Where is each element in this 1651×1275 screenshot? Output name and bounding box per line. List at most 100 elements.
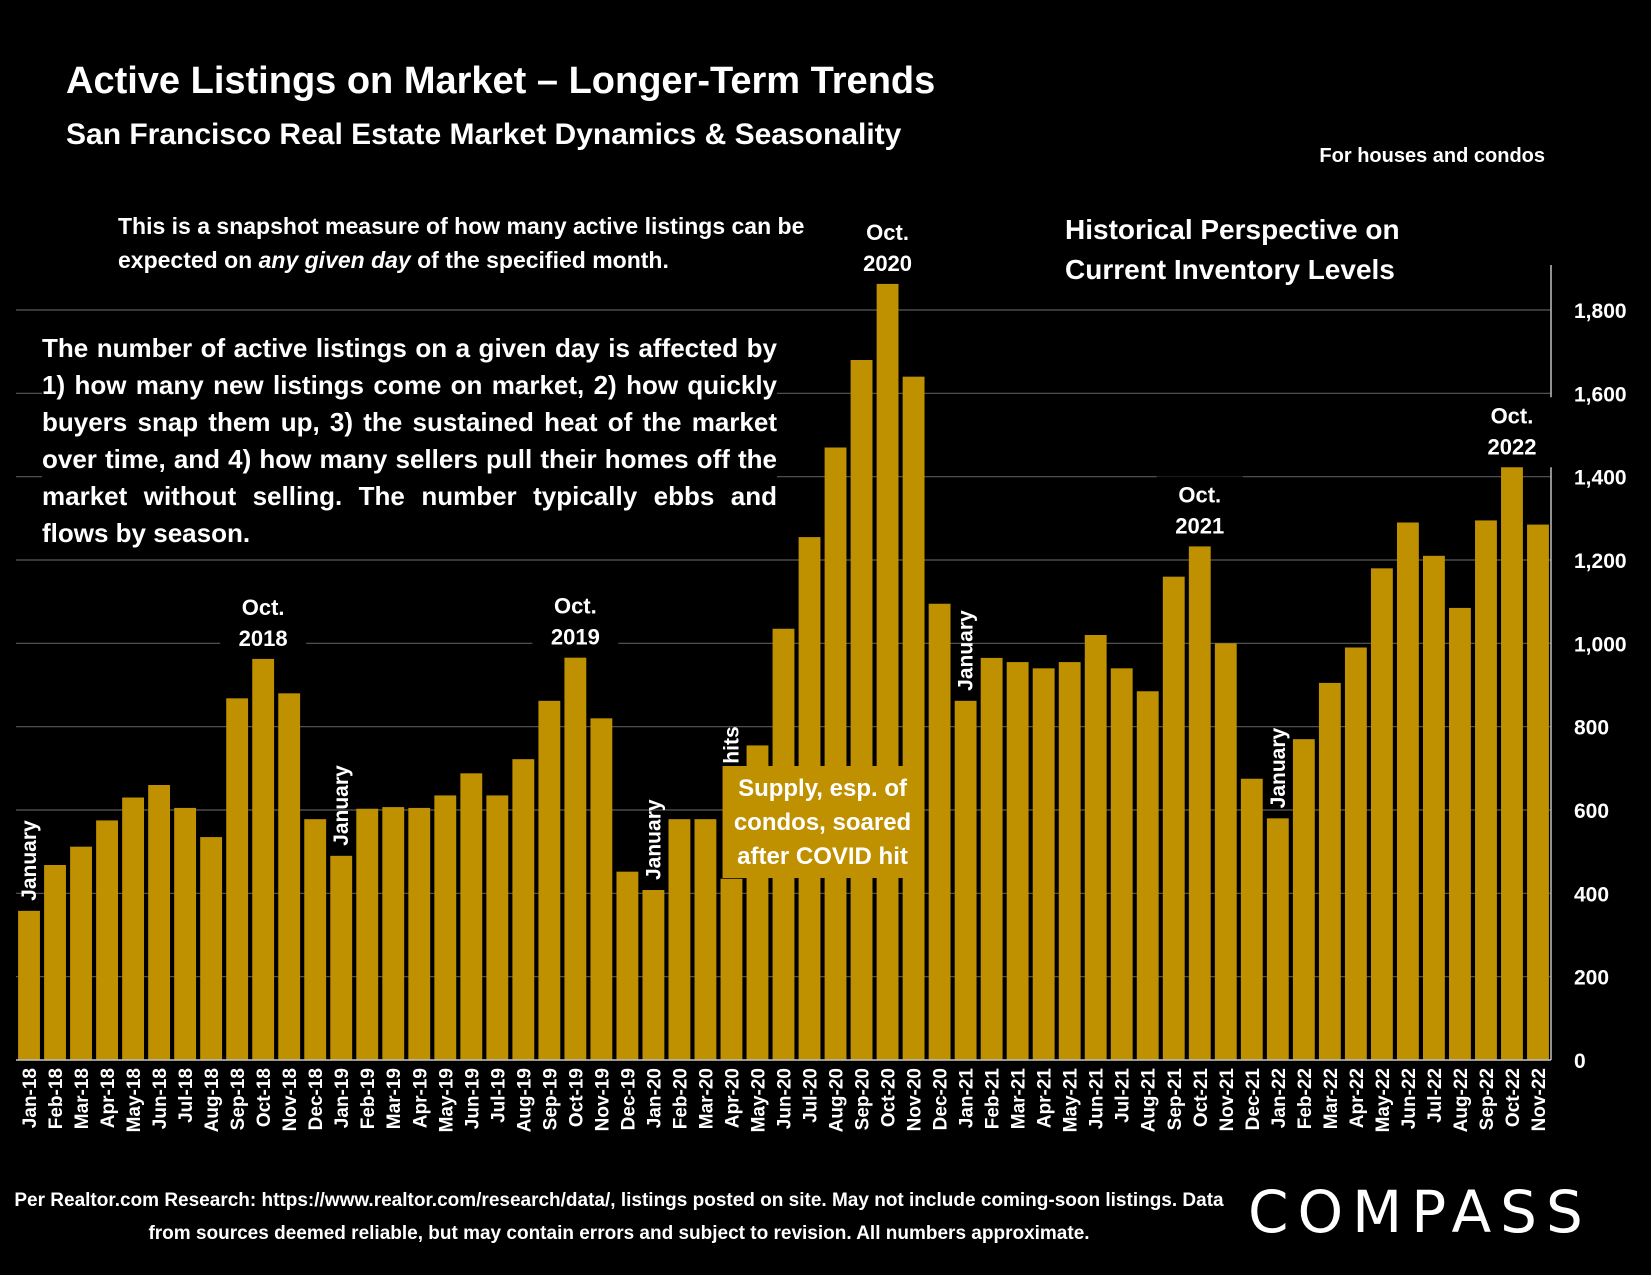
bar bbox=[304, 819, 327, 1060]
x-tick-label: Aug-21 bbox=[1139, 1068, 1160, 1133]
bar bbox=[44, 865, 66, 1060]
annotation-background bbox=[1468, 397, 1555, 468]
x-tick-label: Jun-20 bbox=[775, 1068, 796, 1129]
annotation-background bbox=[532, 587, 619, 658]
x-tick-label: Apr-21 bbox=[1035, 1068, 1056, 1129]
bar bbox=[902, 376, 925, 1061]
x-tick-label: Mar-21 bbox=[1009, 1068, 1030, 1130]
x-tick-label: Feb-18 bbox=[46, 1068, 67, 1129]
y-tick-label: 0 bbox=[1574, 1050, 1586, 1073]
bar bbox=[330, 855, 353, 1060]
x-tick-label: Dec-18 bbox=[306, 1068, 327, 1130]
x-tick-label: Sep-18 bbox=[228, 1068, 249, 1130]
source-footnote: Per Realtor.com Research: https://www.re… bbox=[14, 1190, 1224, 1244]
bar bbox=[1084, 635, 1107, 1060]
bar bbox=[668, 819, 691, 1060]
x-tick-label: Feb-22 bbox=[1295, 1068, 1316, 1129]
bar bbox=[1396, 522, 1419, 1060]
bar bbox=[434, 795, 457, 1060]
x-tick-label: Apr-19 bbox=[410, 1068, 431, 1128]
annotation-label: January bbox=[330, 765, 353, 846]
x-tick-label: Sep-22 bbox=[1477, 1068, 1498, 1130]
x-tick-label: Oct-21 bbox=[1191, 1068, 1212, 1128]
x-tick-label: Feb-19 bbox=[358, 1068, 379, 1129]
x-tick-label: Aug-22 bbox=[1451, 1068, 1472, 1132]
snapshot-note: This is a snapshot measure of how many a… bbox=[118, 209, 808, 277]
x-tick-label: Jun-18 bbox=[150, 1068, 171, 1129]
annotation-label: 2019 bbox=[551, 625, 600, 650]
annotation-label: Oct. bbox=[1491, 403, 1534, 428]
bar bbox=[96, 820, 118, 1060]
bar bbox=[174, 807, 197, 1060]
bar bbox=[928, 603, 951, 1060]
x-tick-label: Jun-22 bbox=[1399, 1068, 1420, 1129]
x-tick-label: Sep-21 bbox=[1165, 1068, 1186, 1131]
bar bbox=[486, 795, 509, 1060]
annotation-label: Oct. bbox=[1178, 482, 1221, 507]
annotation-label: January bbox=[18, 820, 41, 901]
x-tick-label: Jan-18 bbox=[20, 1068, 41, 1128]
explanation-note: The number of active listings on a given… bbox=[42, 330, 777, 552]
bar bbox=[252, 657, 275, 1060]
x-tick-label: Mar-22 bbox=[1321, 1068, 1342, 1129]
bar bbox=[1240, 778, 1263, 1060]
bar bbox=[1318, 682, 1341, 1060]
bar bbox=[1370, 568, 1393, 1060]
x-tick-label: Jul-21 bbox=[1113, 1068, 1134, 1123]
x-tick-label: May-21 bbox=[1061, 1068, 1082, 1133]
x-tick-label: Nov-22 bbox=[1529, 1068, 1550, 1131]
x-tick-label: Jul-20 bbox=[801, 1068, 822, 1123]
bar bbox=[408, 807, 431, 1060]
x-tick-label: Jun-19 bbox=[462, 1068, 483, 1129]
bar bbox=[18, 910, 40, 1060]
x-tick-label: Apr-18 bbox=[98, 1068, 119, 1128]
annotation-label: 2022 bbox=[1487, 434, 1536, 459]
bar bbox=[382, 807, 405, 1060]
x-tick-label: Feb-21 bbox=[983, 1068, 1004, 1130]
annotation-label: January bbox=[955, 610, 978, 691]
x-tick-label: Mar-19 bbox=[384, 1068, 405, 1129]
annotation-label: January bbox=[642, 799, 665, 880]
x-tick-label: Nov-20 bbox=[905, 1068, 926, 1131]
x-tick-label: Feb-20 bbox=[670, 1068, 691, 1129]
x-tick-label: Jan-20 bbox=[644, 1068, 665, 1128]
bar bbox=[1214, 643, 1237, 1060]
x-tick-label: Jul-22 bbox=[1425, 1068, 1446, 1123]
bar bbox=[850, 360, 873, 1060]
bar bbox=[460, 773, 483, 1060]
x-tick-label: Aug-18 bbox=[202, 1068, 223, 1132]
x-tick-label: Oct-20 bbox=[879, 1068, 900, 1127]
annotation-label: 2018 bbox=[239, 626, 288, 651]
chart-title: Active Listings on Market – Longer-Term … bbox=[66, 60, 936, 102]
x-tick-label: Apr-20 bbox=[722, 1068, 743, 1128]
bar bbox=[1449, 607, 1471, 1060]
x-tick-label: Aug-19 bbox=[514, 1068, 535, 1132]
y-tick-label: 1,000 bbox=[1574, 633, 1627, 656]
chart-subtitle: San Francisco Real Estate Market Dynamic… bbox=[66, 118, 902, 151]
annotation-label: January bbox=[1267, 727, 1290, 808]
bar bbox=[1162, 576, 1185, 1060]
x-tick-label: Jul-18 bbox=[176, 1068, 197, 1123]
bar bbox=[512, 759, 535, 1060]
x-tick-label: Jul-19 bbox=[488, 1068, 509, 1123]
bar bbox=[148, 785, 171, 1060]
bar bbox=[356, 808, 379, 1060]
bar bbox=[590, 718, 613, 1060]
bar bbox=[70, 846, 92, 1060]
annotation-background bbox=[1156, 476, 1243, 547]
x-tick-label: Oct-22 bbox=[1503, 1068, 1524, 1127]
bar bbox=[538, 700, 561, 1060]
y-tick-label: 600 bbox=[1574, 800, 1609, 823]
annotation-label: Oct. bbox=[242, 595, 285, 620]
x-tick-label: May-22 bbox=[1373, 1068, 1394, 1132]
x-tick-label: Sep-19 bbox=[540, 1068, 561, 1130]
x-tick-label: Oct-19 bbox=[566, 1068, 587, 1127]
y-tick-label: 1,400 bbox=[1574, 467, 1627, 490]
annotation-background bbox=[844, 213, 931, 284]
bar bbox=[1188, 545, 1211, 1060]
callout-text: after COVID hit bbox=[737, 843, 908, 870]
bar bbox=[980, 657, 1003, 1060]
snapshot-note-text: This is a snapshot measure of how many a… bbox=[118, 213, 805, 273]
y-tick-label: 800 bbox=[1574, 717, 1609, 740]
x-tick-label: Oct-18 bbox=[254, 1068, 275, 1127]
